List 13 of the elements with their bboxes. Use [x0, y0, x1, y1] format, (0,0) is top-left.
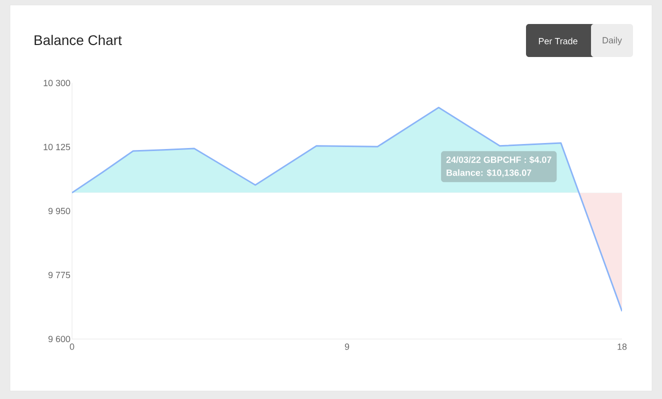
annotation: Balance: $10,136.07 — [446, 169, 532, 178]
y-tick-label: 9 600 — [48, 336, 70, 342]
text: Daily — [602, 36, 622, 46]
x-tick-label: 0 — [70, 344, 74, 350]
x-tick-label: 18 — [618, 344, 627, 350]
y-tick-label: 10 125 — [44, 144, 70, 150]
y-tick-label: 10 300 — [44, 80, 70, 86]
text: Per Trade — [538, 38, 578, 44]
y-tick-label: 9 950 — [48, 208, 70, 214]
y-tick-label: 9 775 — [48, 272, 70, 278]
x-tick-label: 9 — [344, 344, 350, 350]
chart-title: Balance Chart — [34, 34, 122, 46]
annotation: 24/03/22 GBPCHF : $4.07 — [446, 156, 552, 164]
